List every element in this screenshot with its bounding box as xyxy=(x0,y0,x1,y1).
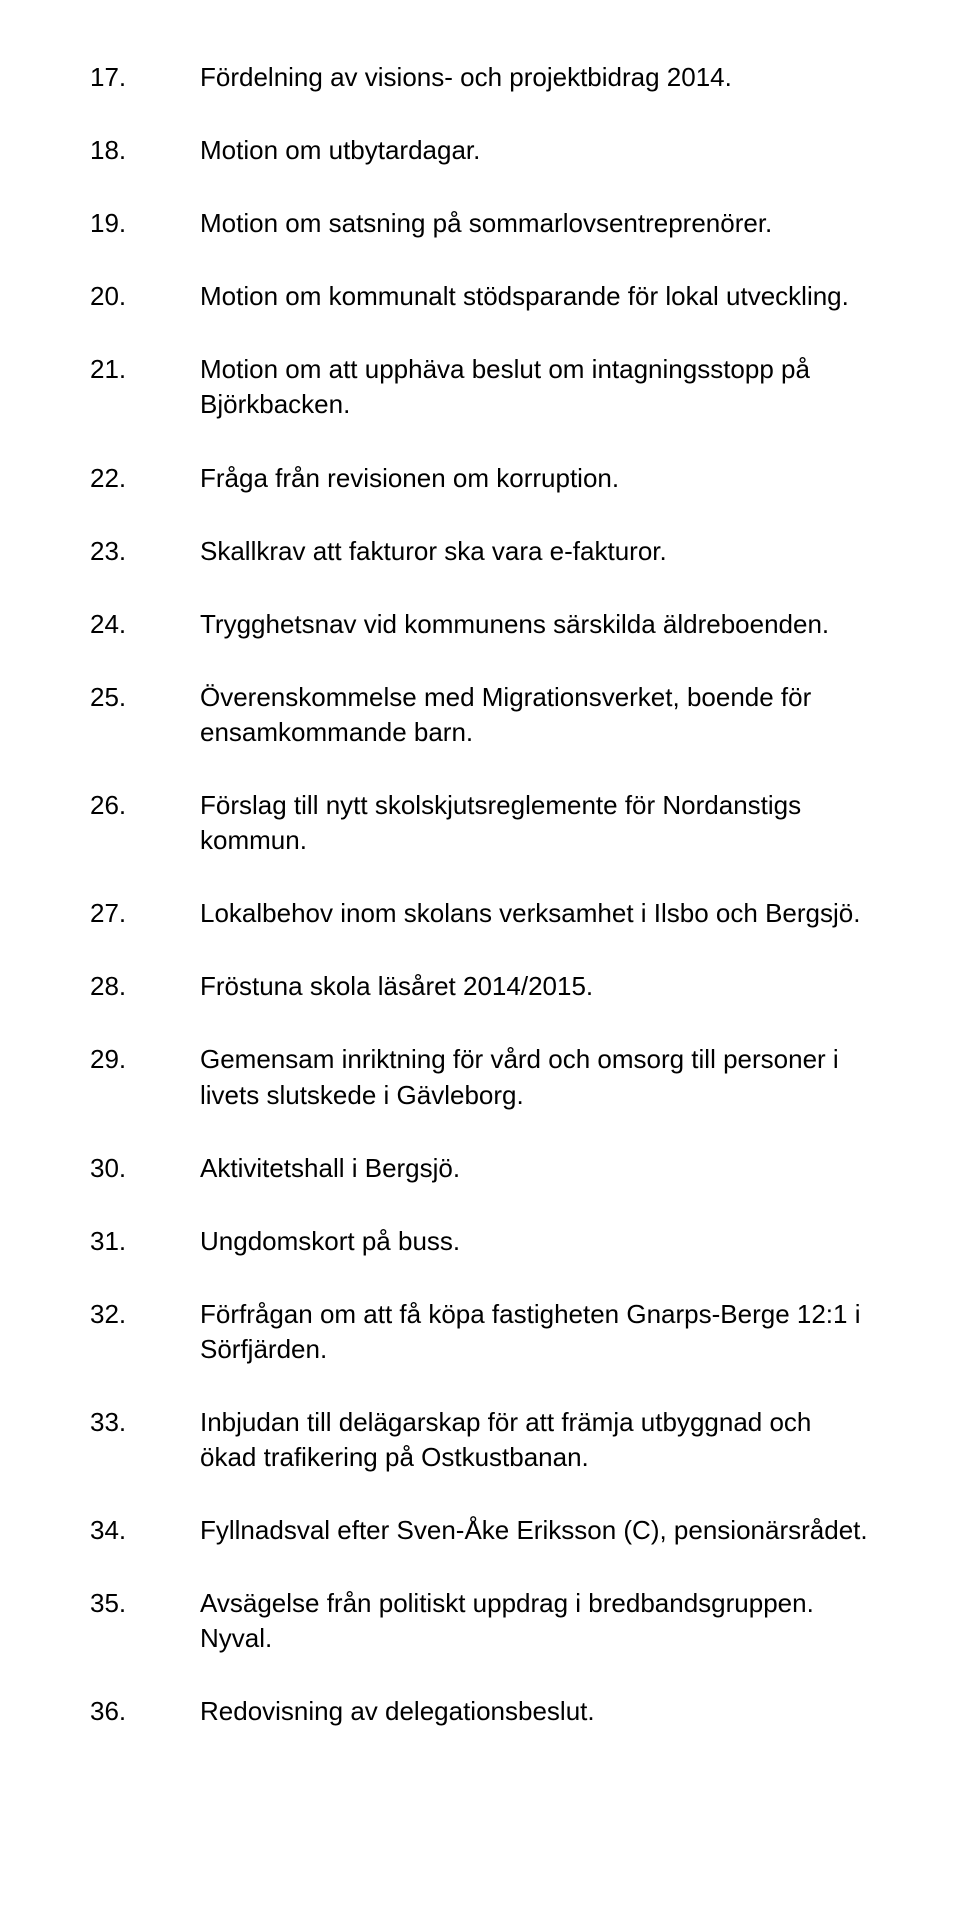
item-number: 17. xyxy=(90,60,200,95)
item-number: 27. xyxy=(90,896,200,931)
list-item: 18. Motion om utbytardagar. xyxy=(90,133,870,168)
item-text: Lokalbehov inom skolans verksamhet i Ils… xyxy=(200,896,870,931)
item-number: 34. xyxy=(90,1513,200,1548)
list-item: 34. Fyllnadsval efter Sven-Åke Eriksson … xyxy=(90,1513,870,1548)
item-number: 23. xyxy=(90,534,200,569)
item-number: 20. xyxy=(90,279,200,314)
item-text: Motion om satsning på sommarlovsentrepre… xyxy=(200,206,870,241)
item-text: Fröstuna skola läsåret 2014/2015. xyxy=(200,969,870,1004)
item-number: 25. xyxy=(90,680,200,715)
item-text: Trygghetsnav vid kommunens särskilda äld… xyxy=(200,607,870,642)
item-text: Ungdomskort på buss. xyxy=(200,1224,870,1259)
item-text: Motion om utbytardagar. xyxy=(200,133,870,168)
item-text: Redovisning av delegationsbeslut. xyxy=(200,1694,870,1729)
item-text: Förslag till nytt skolskjutsreglemente f… xyxy=(200,788,870,858)
item-text: Överenskommelse med Migrationsverket, bo… xyxy=(200,680,870,750)
item-text: Förfrågan om att få köpa fastigheten Gna… xyxy=(200,1297,870,1367)
list-item: 17. Fördelning av visions- och projektbi… xyxy=(90,60,870,95)
list-item: 20. Motion om kommunalt stödsparande för… xyxy=(90,279,870,314)
item-text: Motion om att upphäva beslut om intagnin… xyxy=(200,352,870,422)
item-text: Fyllnadsval efter Sven-Åke Eriksson (C),… xyxy=(200,1513,870,1548)
list-item: 31. Ungdomskort på buss. xyxy=(90,1224,870,1259)
item-text: Gemensam inriktning för vård och omsorg … xyxy=(200,1042,870,1112)
list-item: 28. Fröstuna skola läsåret 2014/2015. xyxy=(90,969,870,1004)
item-number: 18. xyxy=(90,133,200,168)
item-number: 32. xyxy=(90,1297,200,1332)
list-item: 23. Skallkrav att fakturor ska vara e-fa… xyxy=(90,534,870,569)
item-number: 36. xyxy=(90,1694,200,1729)
list-item: 33. Inbjudan till delägarskap för att fr… xyxy=(90,1405,870,1475)
item-number: 35. xyxy=(90,1586,200,1621)
list-item: 30. Aktivitetshall i Bergsjö. xyxy=(90,1151,870,1186)
item-number: 29. xyxy=(90,1042,200,1077)
list-item: 19. Motion om satsning på sommarlovsentr… xyxy=(90,206,870,241)
item-text: Fördelning av visions- och projektbidrag… xyxy=(200,60,870,95)
item-number: 19. xyxy=(90,206,200,241)
item-number: 28. xyxy=(90,969,200,1004)
item-text: Avsägelse från politiskt uppdrag i bredb… xyxy=(200,1586,870,1656)
item-number: 31. xyxy=(90,1224,200,1259)
item-text: Motion om kommunalt stödsparande för lok… xyxy=(200,279,870,314)
item-number: 26. xyxy=(90,788,200,823)
list-item: 32. Förfrågan om att få köpa fastigheten… xyxy=(90,1297,870,1367)
list-item: 27. Lokalbehov inom skolans verksamhet i… xyxy=(90,896,870,931)
list-item: 36. Redovisning av delegationsbeslut. xyxy=(90,1694,870,1729)
item-number: 22. xyxy=(90,461,200,496)
item-number: 21. xyxy=(90,352,200,387)
item-text: Aktivitetshall i Bergsjö. xyxy=(200,1151,870,1186)
item-number: 33. xyxy=(90,1405,200,1440)
list-item: 22. Fråga från revisionen om korruption. xyxy=(90,461,870,496)
item-text: Fråga från revisionen om korruption. xyxy=(200,461,870,496)
list-item: 35. Avsägelse från politiskt uppdrag i b… xyxy=(90,1586,870,1656)
item-text: Inbjudan till delägarskap för att främja… xyxy=(200,1405,870,1475)
item-number: 30. xyxy=(90,1151,200,1186)
list-item: 24. Trygghetsnav vid kommunens särskilda… xyxy=(90,607,870,642)
list-item: 29. Gemensam inriktning för vård och oms… xyxy=(90,1042,870,1112)
agenda-list: 17. Fördelning av visions- och projektbi… xyxy=(90,60,870,1730)
item-number: 24. xyxy=(90,607,200,642)
list-item: 21. Motion om att upphäva beslut om inta… xyxy=(90,352,870,422)
list-item: 25. Överenskommelse med Migrationsverket… xyxy=(90,680,870,750)
list-item: 26. Förslag till nytt skolskjutsreglemen… xyxy=(90,788,870,858)
item-text: Skallkrav att fakturor ska vara e-faktur… xyxy=(200,534,870,569)
